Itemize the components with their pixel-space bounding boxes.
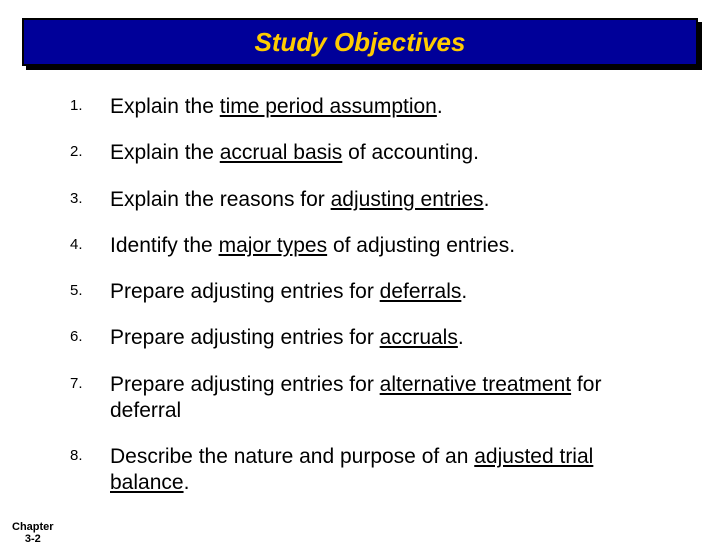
- item-number: 7.: [70, 372, 110, 392]
- text-post: of adjusting entries.: [327, 234, 515, 257]
- list-item: 3. Explain the reasons for adjusting ent…: [70, 187, 665, 213]
- text-pre: Explain the: [110, 141, 220, 164]
- item-number: 2.: [70, 140, 110, 160]
- item-text: Explain the accrual basis of accounting.: [110, 140, 665, 166]
- text-underline: adjusting entries: [331, 188, 484, 211]
- list-item: 1. Explain the time period assumption.: [70, 94, 665, 120]
- item-text: Explain the time period assumption.: [110, 94, 665, 120]
- text-post: .: [458, 326, 464, 349]
- item-number: 3.: [70, 187, 110, 207]
- text-post: .: [437, 95, 443, 118]
- item-number: 6.: [70, 325, 110, 345]
- list-item: 6. Prepare adjusting entries for accrual…: [70, 325, 665, 351]
- text-pre: Describe the nature and purpose of an: [110, 445, 474, 468]
- text-pre: Prepare adjusting entries for: [110, 326, 380, 349]
- item-text: Describe the nature and purpose of an ad…: [110, 444, 665, 497]
- text-underline: time period assumption: [220, 95, 437, 118]
- chapter-footer: Chapter 3-2: [12, 521, 54, 546]
- list-item: 5. Prepare adjusting entries for deferra…: [70, 279, 665, 305]
- item-number: 1.: [70, 94, 110, 114]
- item-text: Prepare adjusting entries for alternativ…: [110, 372, 665, 425]
- item-text: Identify the major types of adjusting en…: [110, 233, 665, 259]
- title-box: Study Objectives: [22, 18, 698, 66]
- objectives-list: 1. Explain the time period assumption. 2…: [70, 94, 665, 497]
- item-number: 4.: [70, 233, 110, 253]
- text-post: .: [484, 188, 490, 211]
- text-underline: deferrals: [380, 280, 462, 303]
- list-item: 4. Identify the major types of adjusting…: [70, 233, 665, 259]
- text-pre: Identify the: [110, 234, 219, 257]
- page-title: Study Objectives: [255, 27, 466, 58]
- text-pre: Explain the reasons for: [110, 188, 331, 211]
- text-pre: Prepare adjusting entries for: [110, 280, 380, 303]
- text-pre: Explain the: [110, 95, 220, 118]
- item-text: Prepare adjusting entries for deferrals.: [110, 279, 665, 305]
- item-text: Explain the reasons for adjusting entrie…: [110, 187, 665, 213]
- title-banner: Study Objectives: [22, 18, 698, 66]
- list-item: 8. Describe the nature and purpose of an…: [70, 444, 665, 497]
- text-underline: accruals: [380, 326, 458, 349]
- item-number: 5.: [70, 279, 110, 299]
- text-underline: alternative treatment: [380, 373, 571, 396]
- item-text: Prepare adjusting entries for accruals.: [110, 325, 665, 351]
- text-post: .: [461, 280, 467, 303]
- list-item: 7. Prepare adjusting entries for alterna…: [70, 372, 665, 425]
- text-post: .: [184, 471, 190, 494]
- text-underline: major types: [219, 234, 328, 257]
- text-underline: accrual basis: [220, 141, 343, 164]
- text-pre: Prepare adjusting entries for: [110, 373, 380, 396]
- footer-line1: Chapter: [12, 521, 54, 534]
- item-number: 8.: [70, 444, 110, 464]
- list-item: 2. Explain the accrual basis of accounti…: [70, 140, 665, 166]
- text-post: of accounting.: [342, 141, 479, 164]
